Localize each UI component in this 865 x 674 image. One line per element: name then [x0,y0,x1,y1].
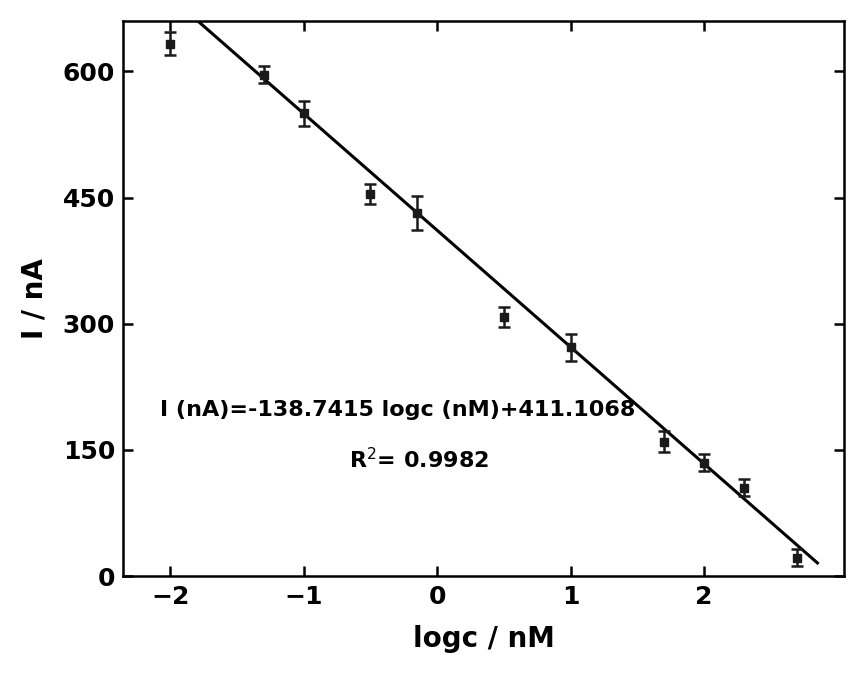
Y-axis label: I / nA: I / nA [21,258,48,339]
Text: R$^2$= 0.9982: R$^2$= 0.9982 [349,447,489,472]
X-axis label: logc / nM: logc / nM [413,625,554,653]
Text: I (nA)=-138.7415 logc (nM)+411.1068: I (nA)=-138.7415 logc (nM)+411.1068 [160,400,635,420]
